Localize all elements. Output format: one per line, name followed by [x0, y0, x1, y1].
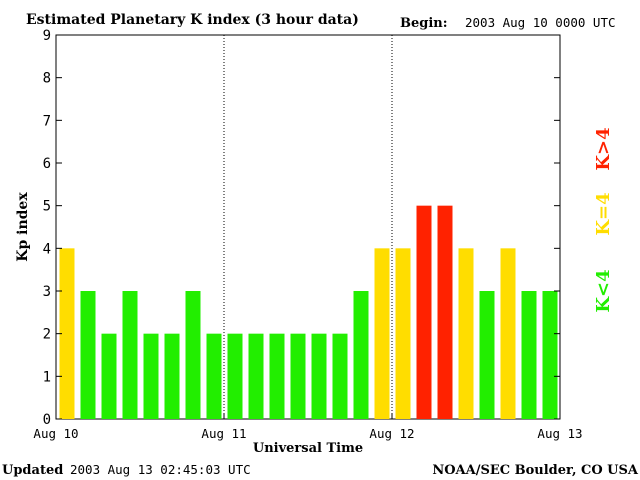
updated-value: 2003 Aug 13 02:45:03 UTC	[70, 462, 251, 477]
kp-bar	[395, 248, 411, 419]
kp-bar	[416, 205, 432, 419]
x-axis-ticks: Aug 10 Aug 11 Aug 12 Aug 13	[33, 413, 583, 441]
x-tick-label: Aug 11	[201, 426, 246, 441]
x-tick-label: Aug 10	[33, 426, 78, 441]
kp-bar	[437, 205, 453, 419]
kp-bar	[521, 291, 537, 419]
y-tick-label: 5	[43, 199, 51, 215]
x-tick-label: Aug 12	[369, 426, 414, 441]
kp-bar	[500, 248, 516, 419]
source-credit: NOAA/SEC Boulder, CO USA	[432, 463, 639, 478]
x-tick-label: Aug 13	[537, 426, 582, 441]
y-tick-label: 3	[43, 284, 51, 300]
kp-bar	[59, 248, 75, 419]
begin-value: 2003 Aug 10 0000 UTC	[465, 15, 616, 30]
kp-bar	[227, 333, 243, 419]
y-axis-ticks: 0 1 2 3 4 5 6 7 8 9	[43, 28, 560, 428]
kp-bar	[542, 291, 558, 419]
begin-label: Begin:	[400, 16, 448, 31]
y-axis-label: Kp index	[15, 192, 31, 262]
day-separators	[223, 35, 393, 419]
y-tick-label: 0	[43, 412, 51, 428]
plot-frame	[55, 34, 561, 420]
kp-bar	[248, 333, 264, 419]
y-tick-label: 4	[43, 241, 51, 257]
kp-bar	[122, 291, 138, 419]
x-axis-label: Universal Time	[253, 441, 363, 456]
y-tick-label: 7	[43, 113, 51, 129]
legend-k-below-4: K<4	[593, 269, 614, 312]
kp-bar	[332, 333, 348, 419]
legend-k-equal-4: K=4	[593, 192, 614, 235]
kp-bar	[143, 333, 159, 419]
kp-bar	[374, 248, 390, 419]
updated-label: Updated	[2, 463, 63, 478]
kp-bar	[101, 333, 117, 419]
kp-bar	[269, 333, 285, 419]
y-tick-label: 1	[43, 369, 51, 385]
kp-bar	[353, 291, 369, 419]
kp-bar	[185, 291, 201, 419]
chart-title: Estimated Planetary K index (3 hour data…	[26, 12, 359, 28]
y-tick-label: 6	[43, 156, 51, 172]
y-tick-label: 2	[43, 327, 51, 343]
y-tick-label: 8	[43, 71, 51, 87]
kp-bar	[458, 248, 474, 419]
kp-bar	[290, 333, 306, 419]
kp-bar	[479, 291, 495, 419]
kp-bar	[164, 333, 180, 419]
y-tick-label: 9	[43, 28, 51, 44]
bar-series	[59, 205, 558, 419]
kp-bar	[80, 291, 96, 419]
legend-k-above-4: K>4	[593, 127, 614, 170]
kp-bar	[311, 333, 327, 419]
kp-bar	[206, 333, 222, 419]
